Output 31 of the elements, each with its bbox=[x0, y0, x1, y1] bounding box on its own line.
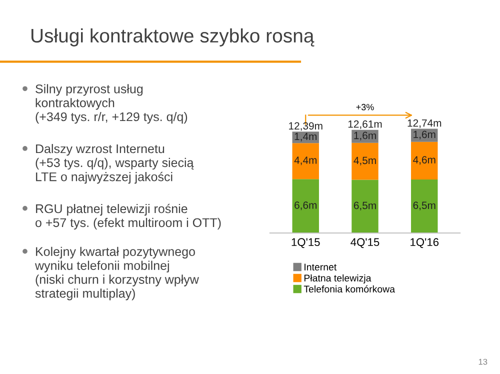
text: 13 bbox=[478, 358, 488, 365]
bar bbox=[292, 143, 319, 180]
data-label: 6,6m bbox=[294, 201, 317, 210]
text: Dalszy wzrost Internetu (+53 tys. q/q), wsparty siecią LTE o najwyższej jakości bbox=[36, 144, 194, 184]
legend-label: Telefonia komórkowa bbox=[304, 285, 395, 293]
total-label: 12,39m bbox=[289, 122, 322, 131]
data-label: 6,5m bbox=[413, 202, 436, 210]
text: +3% bbox=[356, 104, 374, 110]
data-label: 1,6m bbox=[414, 130, 436, 140]
data-label: 4,4m bbox=[294, 156, 317, 166]
text: Silny przyrost usług kontraktowych (+349 tys. r/r, +129 tys. q/q) bbox=[36, 84, 188, 124]
bar bbox=[352, 142, 378, 180]
data-label: 6,5m bbox=[354, 202, 376, 210]
bar bbox=[411, 142, 438, 180]
x-tick-label: 1Q'15 bbox=[292, 238, 320, 248]
total-label: 12,61m bbox=[348, 120, 382, 130]
chart-title: Usługi kontraktowe szybko rosną bbox=[32, 28, 314, 46]
text: RGU płatnej telewizji rośnie o +57 tys. (efekt multiroom i OTT) bbox=[36, 204, 221, 230]
bar bbox=[411, 179, 438, 233]
data-label: 1,4m bbox=[294, 132, 317, 142]
data-label: 4,6m bbox=[413, 156, 436, 165]
total-label: 12,74m bbox=[408, 119, 442, 128]
bar bbox=[292, 179, 319, 233]
data-label: 1,6m bbox=[354, 132, 376, 140]
bar bbox=[352, 180, 378, 233]
text: Kolejny kwartał pozytywnego wyniku telefonii mobilnej (niski churn i korzystny wpływ strategii multiplay) bbox=[34, 246, 199, 300]
data-label: 4,5m bbox=[354, 156, 376, 166]
legend-label: Płatna telewizja bbox=[304, 274, 372, 284]
x-tick-label: 4Q'15 bbox=[350, 238, 380, 248]
legend-label: Internet bbox=[304, 264, 337, 271]
x-tick-label: 1Q'16 bbox=[410, 238, 439, 248]
